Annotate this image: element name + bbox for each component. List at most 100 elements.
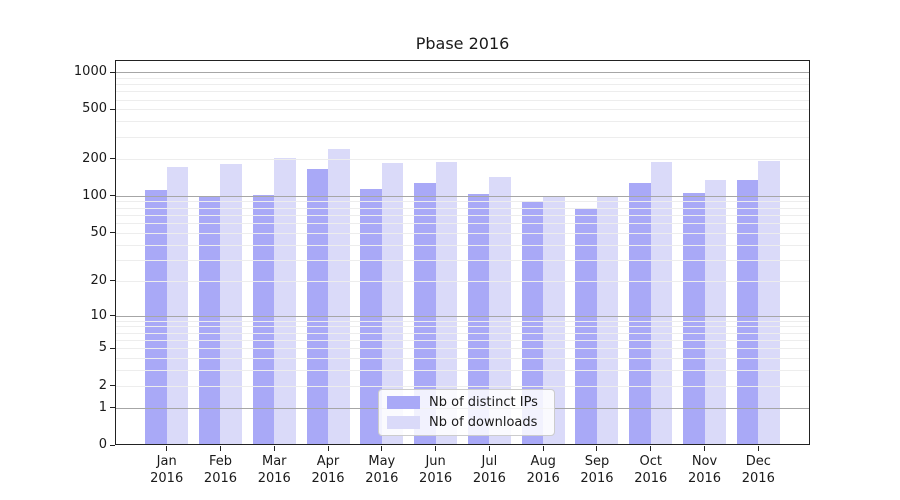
legend-label-distinct-ips: Nb of distinct IPs [429, 395, 538, 410]
bar-ips-sep [575, 208, 597, 444]
x-tick-line: Oct [639, 454, 662, 469]
y-tick-label: 100 [82, 187, 107, 203]
x-tick-line: 2016 [526, 471, 560, 486]
legend-item-downloads: Nb of downloads [387, 415, 538, 430]
x-tick-label: Oct 2016 [619, 453, 683, 487]
y-tick-label: 5 [98, 340, 107, 356]
bar-ips-aug [521, 202, 544, 444]
gridline-minor [116, 332, 809, 334]
gridline-minor [116, 207, 809, 209]
legend-swatch-downloads [387, 416, 420, 429]
x-tick-label: Jul 2016 [457, 453, 521, 487]
gridline-minor [116, 348, 809, 350]
gridline-minor [116, 326, 809, 328]
bar-ips-dec [736, 180, 759, 444]
y-tick-mark [110, 195, 115, 197]
bar-ips-oct [629, 182, 651, 444]
gridline-minor [116, 121, 809, 123]
y-tick-mark [110, 280, 115, 282]
gridline-minor [116, 259, 809, 261]
x-tick-line: 2016 [741, 471, 775, 486]
x-tick-line: Sep [584, 454, 610, 469]
gridline-minor [116, 358, 809, 360]
x-tick-label: Sep 2016 [565, 453, 629, 487]
x-tick-line: 2016 [150, 471, 184, 486]
x-tick-line: Jan [156, 454, 177, 469]
gridline-minor [116, 99, 809, 101]
gridline-minor [116, 77, 809, 79]
x-tick-mark [704, 446, 706, 451]
y-tick-mark [110, 444, 115, 446]
x-tick-line: Aug [530, 454, 556, 469]
x-tick-mark [596, 446, 598, 451]
x-tick-line: May [368, 454, 396, 469]
x-tick-label: Jan 2016 [135, 453, 199, 487]
x-tick-line: Dec [745, 454, 771, 469]
x-tick-mark [219, 446, 221, 451]
x-tick-line: 2016 [419, 471, 453, 486]
legend-swatch-distinct-ips [387, 396, 420, 409]
bar-downloads-nov [704, 180, 727, 444]
x-tick-label: Feb 2016 [188, 453, 252, 487]
x-tick-line: Jun [425, 454, 446, 469]
gridline-minor [116, 136, 809, 138]
bar-ips-jan [145, 190, 167, 444]
x-tick-line: Jul [481, 454, 498, 469]
gridline-minor [116, 232, 809, 234]
gridline-minor [116, 223, 809, 225]
gridline-minor [116, 244, 809, 246]
x-tick-mark [488, 446, 490, 451]
y-tick-label: 2 [98, 377, 107, 393]
chart-title: Pbase 2016 [415, 34, 510, 53]
x-tick-label: Mar 2016 [242, 453, 306, 487]
y-tick-label: 10 [90, 307, 107, 323]
y-tick-mark [110, 407, 115, 409]
x-tick-line: 2016 [203, 471, 238, 486]
y-tick-mark [110, 71, 115, 73]
y-tick-label: 20 [90, 272, 107, 288]
bar-downloads-mar [274, 157, 296, 444]
gridline-minor [116, 201, 809, 203]
x-tick-line: 2016 [311, 471, 345, 486]
x-tick-mark [650, 446, 652, 451]
bar-downloads-jan [166, 167, 189, 444]
x-tick-label: Nov 2016 [673, 453, 737, 487]
bar-downloads-jun [435, 162, 458, 444]
y-tick-label: 1000 [73, 64, 107, 80]
x-tick-line: 2016 [257, 471, 291, 486]
bar-downloads-oct [650, 162, 673, 444]
legend: Nb of distinct IPs Nb of downloads [378, 389, 555, 436]
y-tick-label: 500 [82, 101, 107, 117]
x-tick-mark [757, 446, 759, 451]
x-tick-label: Dec 2016 [726, 453, 790, 487]
gridline-minor [116, 214, 809, 216]
gridline-minor [116, 84, 809, 86]
x-tick-mark [435, 446, 437, 451]
gridline-minor [116, 320, 809, 322]
gridline-minor [116, 339, 809, 341]
x-tick-line: Nov [691, 454, 718, 469]
bar-ips-jun [414, 182, 436, 444]
y-tick-label: 1 [98, 399, 107, 415]
gridline-major [116, 72, 809, 74]
x-tick-line: 2016 [687, 471, 722, 486]
bar-downloads-dec [758, 161, 780, 444]
bar-ips-mar [252, 194, 275, 444]
x-tick-line: 2016 [472, 471, 506, 486]
x-tick-line: 2016 [365, 471, 399, 486]
y-tick-mark [110, 347, 115, 349]
legend-label-downloads: Nb of downloads [429, 415, 538, 430]
bar-ips-may [360, 189, 382, 444]
gridline-minor [116, 109, 809, 111]
bar-downloads-jul [489, 176, 511, 444]
bar-ips-nov [683, 193, 705, 444]
x-tick-line: Mar [261, 454, 287, 469]
y-tick-mark [110, 315, 115, 317]
y-tick-label: 0 [98, 437, 107, 452]
x-tick-mark [166, 446, 168, 451]
x-tick-mark [273, 446, 275, 451]
x-tick-label: Apr 2016 [296, 453, 360, 487]
bar-ips-apr [306, 168, 329, 444]
